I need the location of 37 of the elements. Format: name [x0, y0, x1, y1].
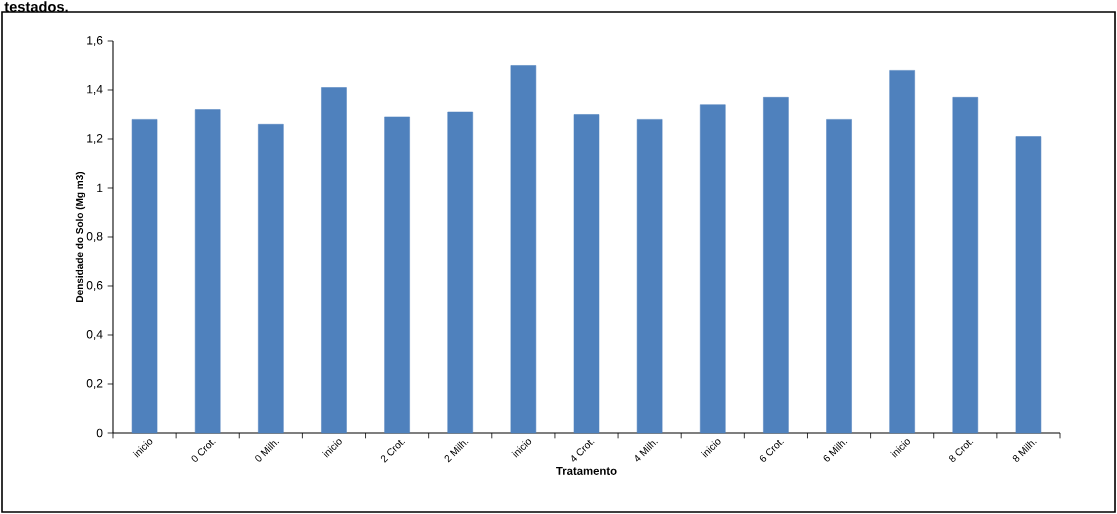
- bar: [194, 109, 221, 434]
- bar: [1015, 136, 1042, 434]
- y-tick-label: 0: [96, 428, 103, 438]
- y-tick-label: 1: [97, 183, 103, 193]
- bar: [510, 65, 537, 434]
- text: testados.: [4, 1, 68, 13]
- bar: [321, 87, 347, 434]
- bar: [952, 97, 979, 434]
- x-tick-label: 8 Crot.: [949, 439, 974, 462]
- x-tick-label: 4 Crot.: [571, 439, 595, 462]
- bar: [384, 116, 410, 434]
- bar: [258, 124, 284, 434]
- x-tick-label: 8 Milh.: [1012, 441, 1037, 462]
- bar: [131, 119, 158, 434]
- bar: [889, 70, 915, 434]
- bar: [636, 119, 663, 434]
- bar: [447, 111, 473, 434]
- x-tick-label: 6 Crot.: [759, 439, 784, 462]
- y-tick-label: 0,8: [86, 232, 103, 242]
- y-tick-label: 1,4: [87, 85, 103, 95]
- bar: [700, 104, 726, 434]
- y-tick-label: 0,4: [86, 330, 103, 340]
- x-tick-label: 0 Milh.: [255, 441, 280, 462]
- x-tick-label: 2 Milh.: [444, 441, 469, 463]
- x-axis-title: Tratamento: [556, 466, 617, 475]
- bar: [826, 119, 852, 434]
- y-tick-label: 0,6: [86, 281, 103, 291]
- y-tick-label: 1,6: [87, 36, 103, 46]
- x-tick-label: 6 Milh.: [823, 441, 848, 462]
- bar: [763, 97, 789, 434]
- bar: [573, 114, 600, 434]
- x-tick-label: 2 Crot.: [380, 439, 406, 463]
- y-tick-label: 0,2: [86, 379, 103, 389]
- y-axis-title: Densidade do Solo (Mg m3): [75, 171, 86, 302]
- x-tick-label: 4 Milh.: [635, 441, 658, 462]
- y-tick-label: 1,2: [87, 134, 103, 144]
- x-tick-label: 0 Crot.: [191, 439, 216, 462]
